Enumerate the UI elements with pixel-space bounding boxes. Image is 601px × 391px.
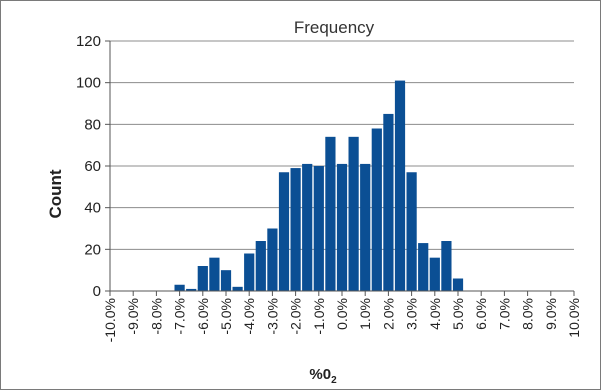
x-tick-label: 6.0% <box>473 298 489 330</box>
bar <box>336 163 348 291</box>
x-tick-label: 10.0% <box>566 298 582 338</box>
y-axis-label: Count <box>46 169 65 218</box>
bar <box>290 168 301 291</box>
x-tick-label: -2.0% <box>288 298 304 335</box>
x-tick-label: 1.0% <box>357 298 373 330</box>
chart-title: Frequency <box>294 18 375 37</box>
x-tick-label: 4.0% <box>427 298 443 330</box>
bar <box>360 163 371 291</box>
bar <box>220 270 232 291</box>
bar <box>278 172 290 291</box>
bar <box>406 172 417 291</box>
x-tick-label: 0.0% <box>334 298 350 330</box>
bar <box>325 136 336 291</box>
bar <box>313 166 324 291</box>
x-tick-label: -10.0% <box>102 298 118 342</box>
y-tick-label: 40 <box>84 200 101 217</box>
x-axis-label: %02 <box>309 366 337 386</box>
bar <box>186 288 197 291</box>
bar <box>209 257 220 291</box>
x-tick-label: -9.0% <box>125 298 141 335</box>
bar <box>418 243 429 291</box>
x-tick-labels: -10.0% -9.0% -8.0% -7.0% -6.0% -5.0% -4.0% -3.0… <box>102 298 582 342</box>
bar <box>267 228 278 291</box>
x-tick-label: 3.0% <box>404 298 420 330</box>
bar <box>232 286 243 291</box>
bar <box>394 80 406 291</box>
y-tick-label: 100 <box>76 75 101 92</box>
y-tick-label: 60 <box>84 158 101 175</box>
bar <box>452 278 464 291</box>
x-tick-label: 5.0% <box>450 298 466 330</box>
x-tick-label: -6.0% <box>195 298 211 335</box>
bars <box>174 80 464 291</box>
x-tick-label: -3.0% <box>264 298 280 335</box>
x-tick-label: -5.0% <box>218 298 234 335</box>
bar <box>197 266 208 291</box>
x-tick-label: -1.0% <box>311 298 327 335</box>
y-tick-label: 0 <box>93 283 101 300</box>
bar <box>348 136 359 291</box>
y-tick-label: 120 <box>76 33 101 50</box>
bar <box>429 257 440 291</box>
x-axis-label-main: %0 <box>309 366 331 383</box>
y-tick-label: 80 <box>84 116 101 133</box>
x-tick-label: -7.0% <box>172 298 188 335</box>
y-tick-labels: 0 20 40 60 80 100 120 <box>76 33 101 300</box>
bar <box>174 284 185 291</box>
x-tick-label: -8.0% <box>148 298 164 335</box>
x-tick-label: 2.0% <box>380 298 396 330</box>
bar <box>441 241 452 291</box>
bar <box>244 253 255 291</box>
bar <box>255 241 266 291</box>
bar <box>383 113 394 291</box>
x-tick-label: 9.0% <box>543 298 559 330</box>
x-tick-label: 8.0% <box>520 298 536 330</box>
x-axis-label-subscript: 2 <box>331 375 337 386</box>
y-tick-label: 20 <box>84 241 101 258</box>
x-tick-label: 7.0% <box>496 298 512 330</box>
x-tick-label: -4.0% <box>241 298 257 335</box>
axes <box>105 40 575 296</box>
bar <box>302 163 313 291</box>
bar <box>371 128 382 291</box>
